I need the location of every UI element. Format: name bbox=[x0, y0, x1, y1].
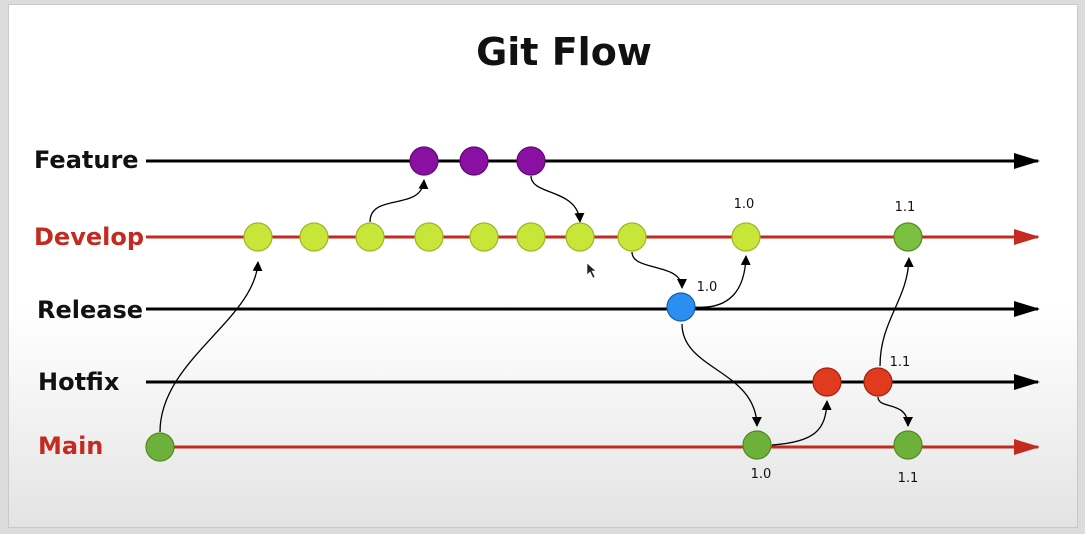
lane-label-feature: Feature bbox=[34, 146, 139, 174]
diagram-title: Git Flow bbox=[476, 30, 652, 74]
develop-commit bbox=[516, 222, 546, 252]
connector-feature-to-develop bbox=[530, 175, 585, 223]
version-label-main-1-1: 1.1 bbox=[898, 471, 919, 486]
version-label-develop-1-1: 1.1 bbox=[895, 200, 916, 215]
lane-label-develop: Develop bbox=[34, 223, 145, 251]
connector-main-to-hotfix bbox=[771, 400, 832, 446]
lane-label-release: Release bbox=[37, 296, 144, 324]
develop-commit-1-1 bbox=[893, 222, 923, 252]
develop-commit-1-0 bbox=[731, 222, 761, 252]
feature-commit bbox=[459, 146, 489, 176]
release-commit-1-0 bbox=[666, 292, 696, 322]
connector-main-to-develop bbox=[159, 261, 263, 433]
develop-commit bbox=[243, 222, 273, 252]
version-label-release-1-0: 1.0 bbox=[697, 280, 718, 295]
connector-hotfix-to-develop bbox=[879, 257, 914, 367]
develop-commit bbox=[414, 222, 444, 252]
hotfix-commit-1-1 bbox=[863, 367, 893, 397]
develop-commit bbox=[565, 222, 595, 252]
connector-develop-to-release bbox=[631, 251, 687, 289]
feature-commit bbox=[516, 146, 546, 176]
connector-develop-to-feature bbox=[369, 179, 429, 223]
lane-label-hotfix: Hotfix bbox=[38, 368, 120, 396]
connector-release-to-main bbox=[681, 323, 762, 427]
develop-commit bbox=[355, 222, 385, 252]
lane-label-main: Main bbox=[38, 432, 104, 460]
version-label-main-1-0: 1.0 bbox=[751, 467, 772, 482]
connector-release-to-develop bbox=[693, 255, 751, 308]
main-commit-1-1 bbox=[893, 430, 923, 460]
develop-commit bbox=[617, 222, 647, 252]
main-commit bbox=[145, 432, 175, 462]
version-label-develop-1-0: 1.0 bbox=[734, 197, 755, 212]
develop-commit bbox=[469, 222, 499, 252]
version-label-hotfix-1-1: 1.1 bbox=[890, 355, 911, 370]
hotfix-commit bbox=[812, 367, 842, 397]
main-commit-1-0 bbox=[742, 430, 772, 460]
mouse-cursor-icon bbox=[586, 262, 597, 279]
feature-commit bbox=[409, 146, 439, 176]
connector-hotfix-to-main bbox=[877, 396, 913, 427]
develop-commit bbox=[299, 222, 329, 252]
